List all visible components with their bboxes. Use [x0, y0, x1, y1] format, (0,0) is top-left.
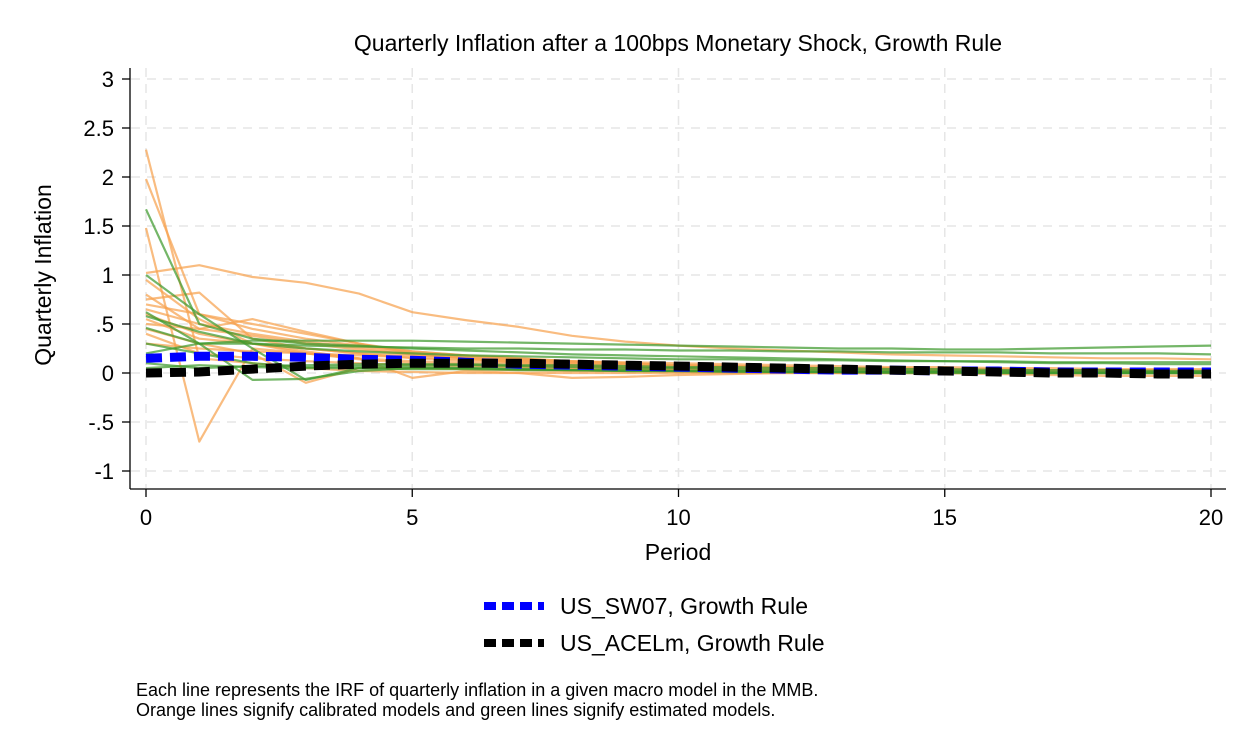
x-tick-label: 5 — [406, 505, 418, 530]
y-tick-label: -1 — [94, 459, 114, 484]
chart-note: Each line represents the IRF of quarterl… — [136, 680, 818, 720]
x-tick-label: 20 — [1199, 505, 1223, 530]
estimated-model-line — [145, 342, 1212, 356]
y-tick-label: 1 — [102, 263, 114, 288]
y-ticks: 32.521.51.50-.5-1 — [83, 67, 130, 484]
y-tick-label: 1.5 — [83, 214, 114, 239]
legend-label-us-sw07: US_SW07, Growth Rule — [560, 593, 808, 619]
estimated-model-line — [145, 311, 1212, 351]
y-tick-label: 2.5 — [83, 116, 114, 141]
y-tick-label: -.5 — [88, 410, 114, 435]
y-tick-label: 3 — [102, 67, 114, 92]
estimated-model-line — [145, 315, 1211, 364]
x-ticks: 0 5 10 15 20 — [140, 489, 1223, 530]
note-line-1: Each line represents the IRF of quarterl… — [136, 680, 819, 700]
legend-label-us-acelm: US_ACELm, Growth Rule — [560, 630, 825, 656]
y-tick-label: 2 — [102, 165, 114, 190]
y-axis-label: Quarterly Inflation — [30, 184, 56, 366]
us-acelm-line — [145, 358, 1211, 379]
note-line-2: Orange lines signify calibrated models a… — [136, 700, 776, 720]
highlighted-model-lines — [145, 351, 1211, 379]
x-axis-label: Period — [645, 539, 711, 565]
grid — [131, 68, 1226, 488]
x-tick-label: 15 — [933, 505, 957, 530]
legend: US_SW07, Growth Rule US_ACELm, Growth Ru… — [484, 593, 825, 656]
x-tick-label: 0 — [140, 505, 152, 530]
x-tick-label: 10 — [666, 505, 690, 530]
y-tick-label: .5 — [96, 312, 114, 337]
y-tick-label: 0 — [102, 361, 114, 386]
chart-title: Quarterly Inflation after a 100bps Monet… — [354, 30, 1002, 56]
